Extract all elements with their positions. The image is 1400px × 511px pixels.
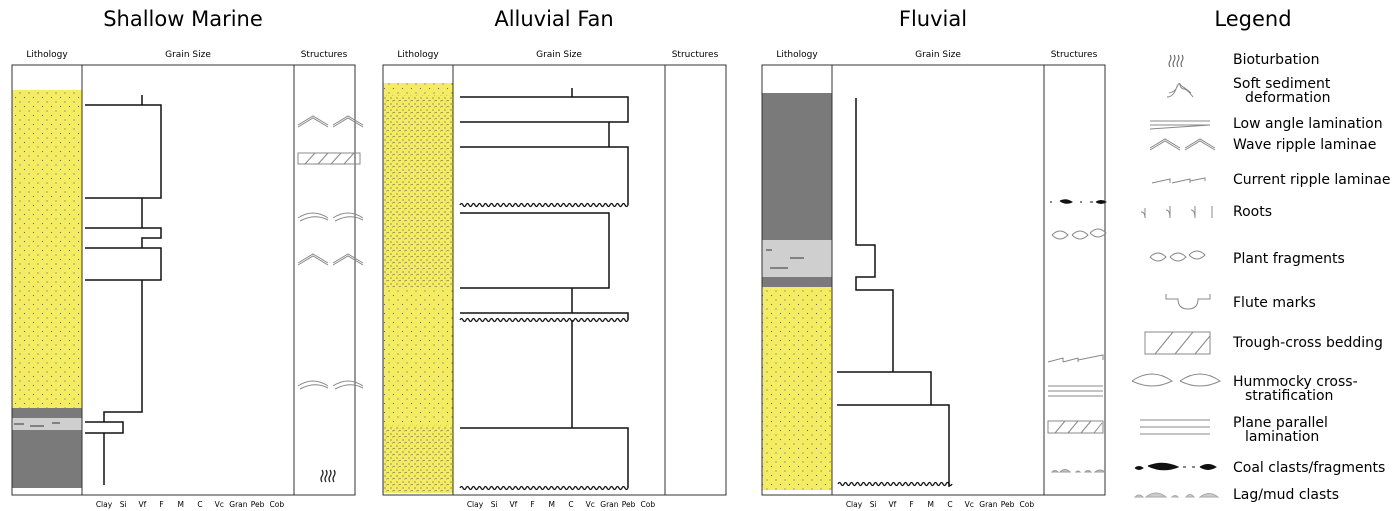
grain-size-label: Vf: [510, 500, 518, 509]
grain-size-label: Cob: [1020, 500, 1035, 509]
legend-label: Flute marks: [1233, 295, 1316, 311]
panel-title: Fluvial: [899, 7, 967, 31]
grain-size-label: Vf: [889, 500, 897, 509]
grain-size-label: Clay: [467, 500, 484, 509]
legend-label: Roots: [1233, 204, 1272, 220]
grain-size-label: M: [178, 500, 184, 509]
grain-size-label: M: [549, 500, 555, 509]
column-header: Grain Size: [915, 50, 961, 60]
legend-label: stratification: [1245, 388, 1333, 404]
grain-size-label: Si: [870, 500, 877, 509]
diagram: Legend Shallow Marine Lithology Grain Size…: [0, 0, 1400, 511]
column-header: Structures: [301, 50, 348, 60]
grain-size-label: M: [928, 500, 934, 509]
column-header: Structures: [1051, 50, 1098, 60]
grain-size-label: Gran: [600, 500, 618, 509]
grain-size-label: Gran: [229, 500, 247, 509]
column-header: Grain Size: [536, 50, 582, 60]
grain-size-label: F: [530, 500, 534, 509]
column-header: Grain Size: [165, 50, 211, 60]
grain-size-label: Peb: [251, 500, 265, 509]
panel-title: Alluvial Fan: [494, 7, 613, 31]
legend-label: deformation: [1245, 90, 1331, 106]
legend-symbols: [1132, 55, 1220, 497]
grain-size-label: Clay: [846, 500, 863, 509]
legend-label: Plant fragments: [1233, 251, 1345, 267]
grain-size-label: C: [947, 500, 952, 509]
panel-title: Shallow Marine: [103, 7, 263, 31]
column-frames: [12, 65, 1105, 495]
grain-size-label: Vc: [215, 500, 224, 509]
grain-size-label: Vc: [965, 500, 974, 509]
grain-size-label: Si: [491, 500, 498, 509]
lithology-fill: [12, 83, 832, 493]
grain-size-label: C: [197, 500, 202, 509]
legend-label: Wave ripple laminae: [1233, 137, 1376, 153]
column-header: Lithology: [776, 50, 818, 60]
grain-size-label: C: [568, 500, 573, 509]
legend-label: Current ripple laminae: [1233, 172, 1390, 188]
erosion-line: [460, 487, 628, 490]
grain-size-label: Cob: [641, 500, 656, 509]
erosion-line: [460, 204, 628, 207]
erosion-surfaces: [460, 204, 952, 490]
column-header: Lithology: [397, 50, 439, 60]
legend-label: Lag/mud clasts: [1233, 487, 1339, 503]
legend-label: Trough-cross bedding: [1232, 335, 1383, 351]
erosion-line: [838, 483, 952, 486]
legend-label: lamination: [1245, 429, 1319, 445]
grain-size-label: Peb: [1001, 500, 1015, 509]
grain-size-label: Clay: [96, 500, 113, 509]
grain-size-label: F: [909, 500, 913, 509]
grain-size-label: Gran: [979, 500, 997, 509]
grain-size-label: Cob: [270, 500, 285, 509]
erosion-line: [460, 319, 628, 322]
grain-size-label: Si: [120, 500, 127, 509]
grain-size-label: Vf: [139, 500, 147, 509]
grain-size-label: F: [159, 500, 163, 509]
grain-size-label: Vc: [586, 500, 595, 509]
legend-label: Bioturbation: [1233, 52, 1319, 68]
legend-title: Legend: [1214, 7, 1291, 31]
column-header: Lithology: [26, 50, 68, 60]
grain-size-label: Peb: [622, 500, 636, 509]
legend-label: Low angle lamination: [1233, 116, 1383, 132]
column-header: Structures: [672, 50, 719, 60]
legend-label: Coal clasts/fragments: [1233, 460, 1385, 476]
